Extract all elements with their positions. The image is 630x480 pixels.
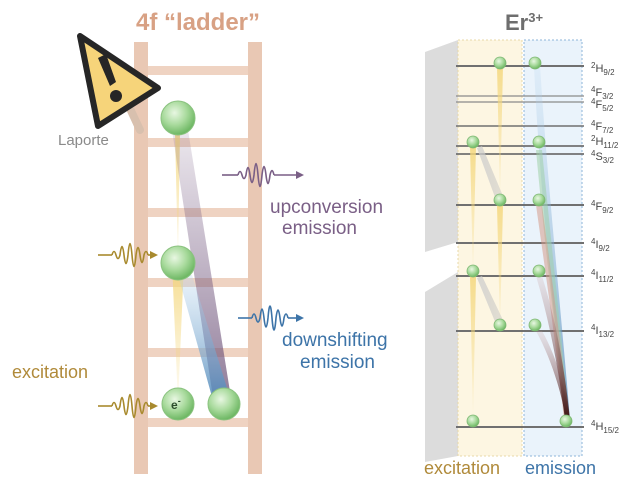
ladder-sphere-ground: [207, 387, 241, 421]
er-sphere: [466, 264, 480, 278]
er-sphere: [493, 56, 507, 70]
ladder-rung: [148, 418, 248, 427]
excitation-column: [457, 39, 523, 457]
ladder-title: 4f “ladder”: [136, 9, 260, 36]
zoom-wedge-bottom: [425, 272, 458, 462]
excitation-beam: [172, 262, 184, 404]
downshifting-wave-icon: [238, 305, 304, 331]
excitation-label: excitation: [12, 362, 88, 382]
er-emission-beam: [534, 66, 570, 420]
level-label: 4F7/2: [591, 119, 614, 135]
er-sphere: [528, 56, 542, 70]
level-label: 4I11/2: [591, 268, 614, 284]
er-excitation-label: excitation: [424, 458, 500, 478]
er-sphere: [466, 414, 480, 428]
er-sphere: [532, 193, 546, 207]
er-title: Er3+: [505, 10, 543, 35]
electron-sphere: [161, 387, 195, 421]
zoom-wedge-top: [425, 40, 458, 252]
er-sphere: [532, 264, 546, 278]
laporte-label: Laporte: [58, 132, 109, 149]
level-label: 4I9/2: [591, 237, 610, 253]
er-excitation-beam: [470, 276, 476, 420]
electron-label: e-: [171, 396, 181, 412]
er-excitation-beam: [497, 205, 503, 328]
downshifting-beam: [178, 275, 232, 404]
warning-icon: [77, 33, 161, 134]
er-emission-beam: [536, 331, 570, 420]
ladder-sphere-top: [160, 100, 196, 136]
upconversion-label-line2: emission: [282, 218, 357, 239]
ladder-rung: [148, 348, 248, 357]
er-sphere: [532, 135, 546, 149]
level-label: 2H9/2: [591, 61, 615, 77]
level-labels: 2H9/2 4F3/2 4F5/2 4F7/2 2H11/2 4S3/2 4F9…: [591, 61, 620, 435]
er-sphere: [493, 193, 507, 207]
upconversion-wave-icon: [222, 162, 304, 188]
level-label: 4S3/2: [591, 149, 614, 165]
level-label: 4I13/2: [591, 323, 615, 339]
er-excitation-beam: [497, 66, 503, 200]
er-emission-label: emission: [525, 458, 596, 478]
ladder-sphere-middle: [160, 245, 196, 281]
upconversion-beam: [172, 130, 232, 404]
level-label: 4F3/2: [591, 85, 614, 101]
downshifting-label-line1: downshifting: [282, 330, 388, 351]
ladder-rung: [148, 138, 248, 147]
ladder-rail-right: [248, 42, 262, 474]
downshifting-label-line2: emission: [300, 352, 375, 373]
level-label: 4F9/2: [591, 199, 614, 215]
er-sphere: [528, 318, 542, 332]
excitation-wave-icon-bottom: [98, 393, 158, 419]
level-label: 4F5/2: [591, 97, 614, 113]
er-sphere: [466, 135, 480, 149]
er-relaxation-beam: [477, 276, 503, 324]
upconversion-label-line1: upconversion: [270, 197, 383, 218]
er-sphere: [493, 318, 507, 332]
ladder-rung: [148, 66, 248, 75]
er-sphere: [559, 414, 573, 428]
er-excitation-beam: [470, 146, 476, 276]
er-relaxation-beam: [477, 146, 503, 200]
level-label: 4H15/2: [591, 419, 620, 435]
level-label: 2H11/2: [591, 134, 619, 150]
excitation-wave-icon: [98, 242, 158, 268]
